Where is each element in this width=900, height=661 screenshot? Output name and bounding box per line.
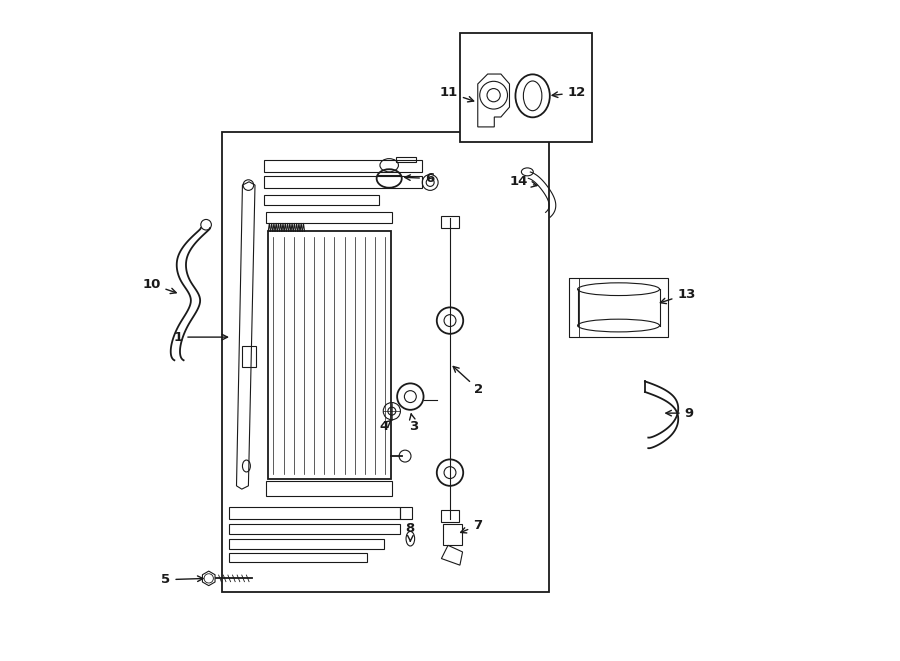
Text: 12: 12 — [552, 86, 586, 99]
Bar — [569, 278, 579, 337]
Bar — [264, 176, 422, 188]
Text: 6: 6 — [405, 172, 434, 185]
Text: 13: 13 — [661, 288, 696, 303]
Text: 3: 3 — [409, 414, 419, 433]
Text: 7: 7 — [461, 519, 482, 533]
Bar — [266, 212, 392, 223]
Bar — [444, 524, 462, 545]
Bar — [268, 231, 391, 479]
Bar — [264, 160, 422, 172]
Text: 9: 9 — [666, 407, 694, 420]
Bar — [460, 33, 592, 142]
Text: 1: 1 — [173, 330, 228, 344]
Bar — [569, 278, 668, 337]
Text: 5: 5 — [161, 573, 203, 586]
Text: 14: 14 — [509, 175, 537, 188]
Text: 4: 4 — [379, 420, 392, 433]
Bar — [400, 507, 412, 519]
Bar — [229, 539, 384, 549]
Text: 11: 11 — [440, 86, 473, 102]
Bar — [222, 132, 549, 592]
Text: 2: 2 — [454, 366, 483, 397]
Bar — [266, 481, 392, 496]
Bar — [264, 195, 379, 205]
Bar — [242, 346, 256, 367]
Bar — [229, 524, 400, 534]
Text: 10: 10 — [142, 278, 176, 293]
Bar — [229, 553, 367, 562]
Bar — [396, 157, 416, 162]
Text: 8: 8 — [406, 522, 415, 541]
Bar — [441, 216, 459, 228]
Bar — [229, 507, 400, 519]
Bar — [441, 510, 459, 522]
